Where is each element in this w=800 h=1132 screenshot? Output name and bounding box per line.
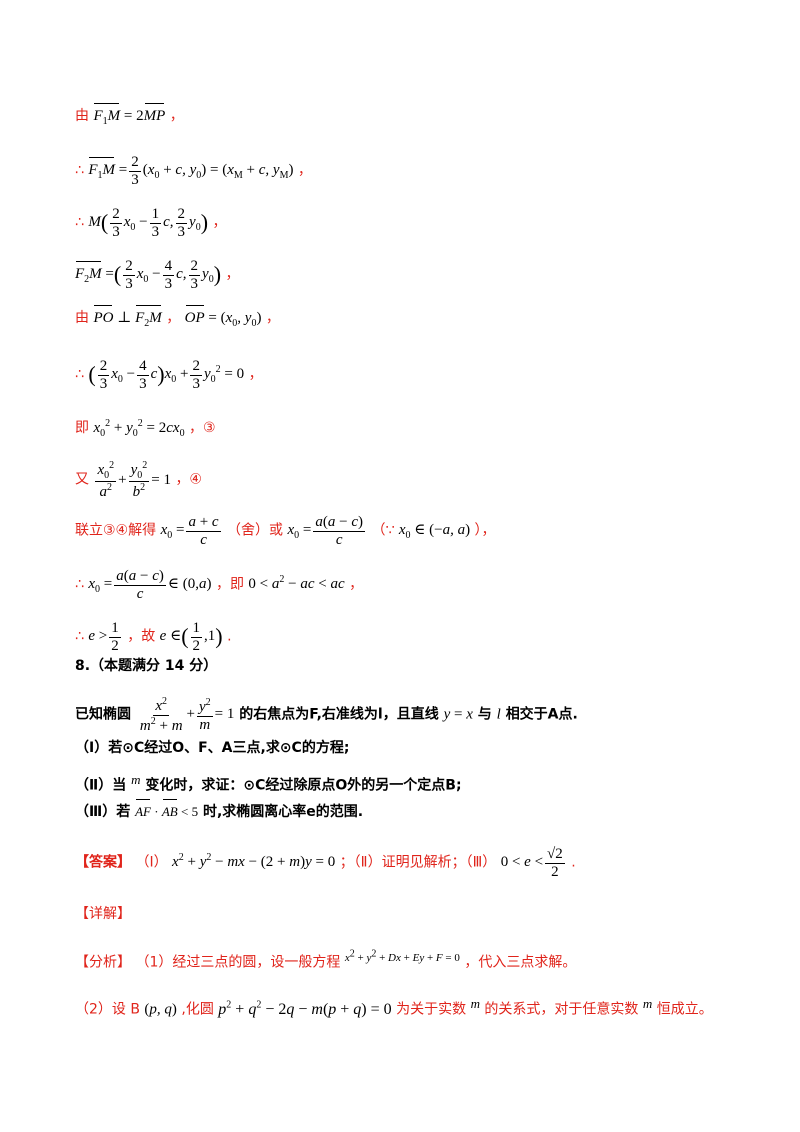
math-expression: x2 m2 + m + y2 m = 1: [139, 696, 235, 734]
analysis-line-2: （2）设 B (p, q) ,化圆 p2 + q2 − 2q − m(p + q…: [75, 996, 713, 1018]
solution-line-6: ∴ (2 3 x0 −4 3 c)x0 +2 3 y02 = 0 ，: [75, 358, 263, 392]
math-expression: OP = (x0, y0): [184, 305, 262, 329]
math-expression: m: [642, 996, 653, 1011]
math-expression: e ∈(1 2,1): [159, 620, 223, 654]
question-2: （Ⅱ）当 m 变化时，求证：⊙C经过除原点O外的另一个定点B;: [75, 772, 462, 794]
math-expression: x0 = a(a − c) c: [287, 514, 366, 548]
solution-line-4: F2M =(2 3 x0 −4 3 c, 2 3 y0) ，: [75, 258, 240, 292]
solution-line-1: 由 F1M = 2MP ，: [75, 103, 184, 132]
solution-line-7: 即 x02 + y02 = 2cx0 ，③: [75, 418, 216, 439]
math-expression: F1M = 2 3 (x0 + c, y0) = (xM + c, yM): [88, 154, 294, 188]
math-expression: AF · AB < 5: [135, 799, 198, 819]
math-expression: p2 + q2 − 2q − m(p + q) = 0: [218, 999, 392, 1018]
math-expression: x02 a2 + y02 b2 = 1: [95, 460, 171, 500]
detail-tag: 【详解】: [75, 906, 131, 922]
math-expression: m: [131, 772, 141, 787]
math-expression: PO ⊥ F2M: [93, 305, 162, 329]
solution-line-2: ∴ F1M = 2 3 (x0 + c, y0) = (xM + c, yM) ，: [75, 154, 312, 188]
problem-heading: 8.（本题满分 14 分）: [75, 658, 218, 674]
math-expression: e >1 2: [88, 620, 121, 654]
math-expression: y = x: [443, 706, 473, 723]
math-expression: F2M =(2 3 x0 −4 3 c, 2 3 y0): [75, 258, 222, 292]
solution-line-10: ∴ x0 = a(a − c) c ∈ (0,a) ，即 0 < a2 − ac < …: [75, 568, 364, 602]
analysis-line-1: 【分析】 （1）经过三点的圆，设一般方程 x2 + y2 + Dx + Ey +…: [75, 948, 577, 971]
math-expression: m: [470, 996, 480, 1011]
math-expression: x0 = a(a − c) c ∈ (0,a): [88, 568, 212, 602]
math-expression: x2 + y2 − mx − (2 + m)y = 0: [172, 852, 336, 871]
question-3: （Ⅲ）若 AF · AB < 5 时,求椭圆离心率e的范围.: [75, 799, 364, 820]
math-expression: (p, q): [144, 1001, 177, 1018]
math-expression: x02 + y02 = 2cx0: [93, 418, 185, 439]
math-expression: (2 3 x0 −4 3 c)x0 +2 3 y02 = 0: [88, 358, 245, 392]
math-expression: F1M = 2MP: [93, 103, 165, 127]
solution-line-8: 又 x02 a2 + y02 b2 = 1 ，④: [75, 460, 202, 500]
math-expression: x2 + y2 + Dx + Ey + F = 0: [344, 948, 460, 964]
math-expression: M(2 3 x0 −1 3 c, 2 3 y0): [88, 206, 209, 240]
math-expression: 0 < a2 − ac < ac: [248, 574, 345, 593]
question-1: （Ⅰ）若⊙C经过O、F、A三点,求⊙C的方程;: [75, 740, 350, 756]
solution-line-3: ∴ M(2 3 x0 −1 3 c, 2 3 y0) ，: [75, 206, 227, 240]
solution-line-11: ∴ e >1 2 ，故 e ∈(1 2,1) .: [75, 620, 232, 654]
problem-stem: 已知椭圆 x2 m2 + m + y2 m = 1 的右焦点为F,右准线为l，且直线 y …: [75, 696, 578, 734]
solution-line-5: 由 PO ⊥ F2M ， OP = (x0, y0) ，: [75, 305, 280, 334]
math-expression: l: [496, 706, 501, 723]
math-expression: x0 ∈ (−a, a): [398, 522, 471, 542]
answer-line: 【答案】 （Ⅰ） x2 + y2 − mx − (2 + m)y = 0 ；（Ⅱ…: [75, 846, 576, 880]
math-expression: 0 < e < √2 2: [500, 846, 565, 880]
